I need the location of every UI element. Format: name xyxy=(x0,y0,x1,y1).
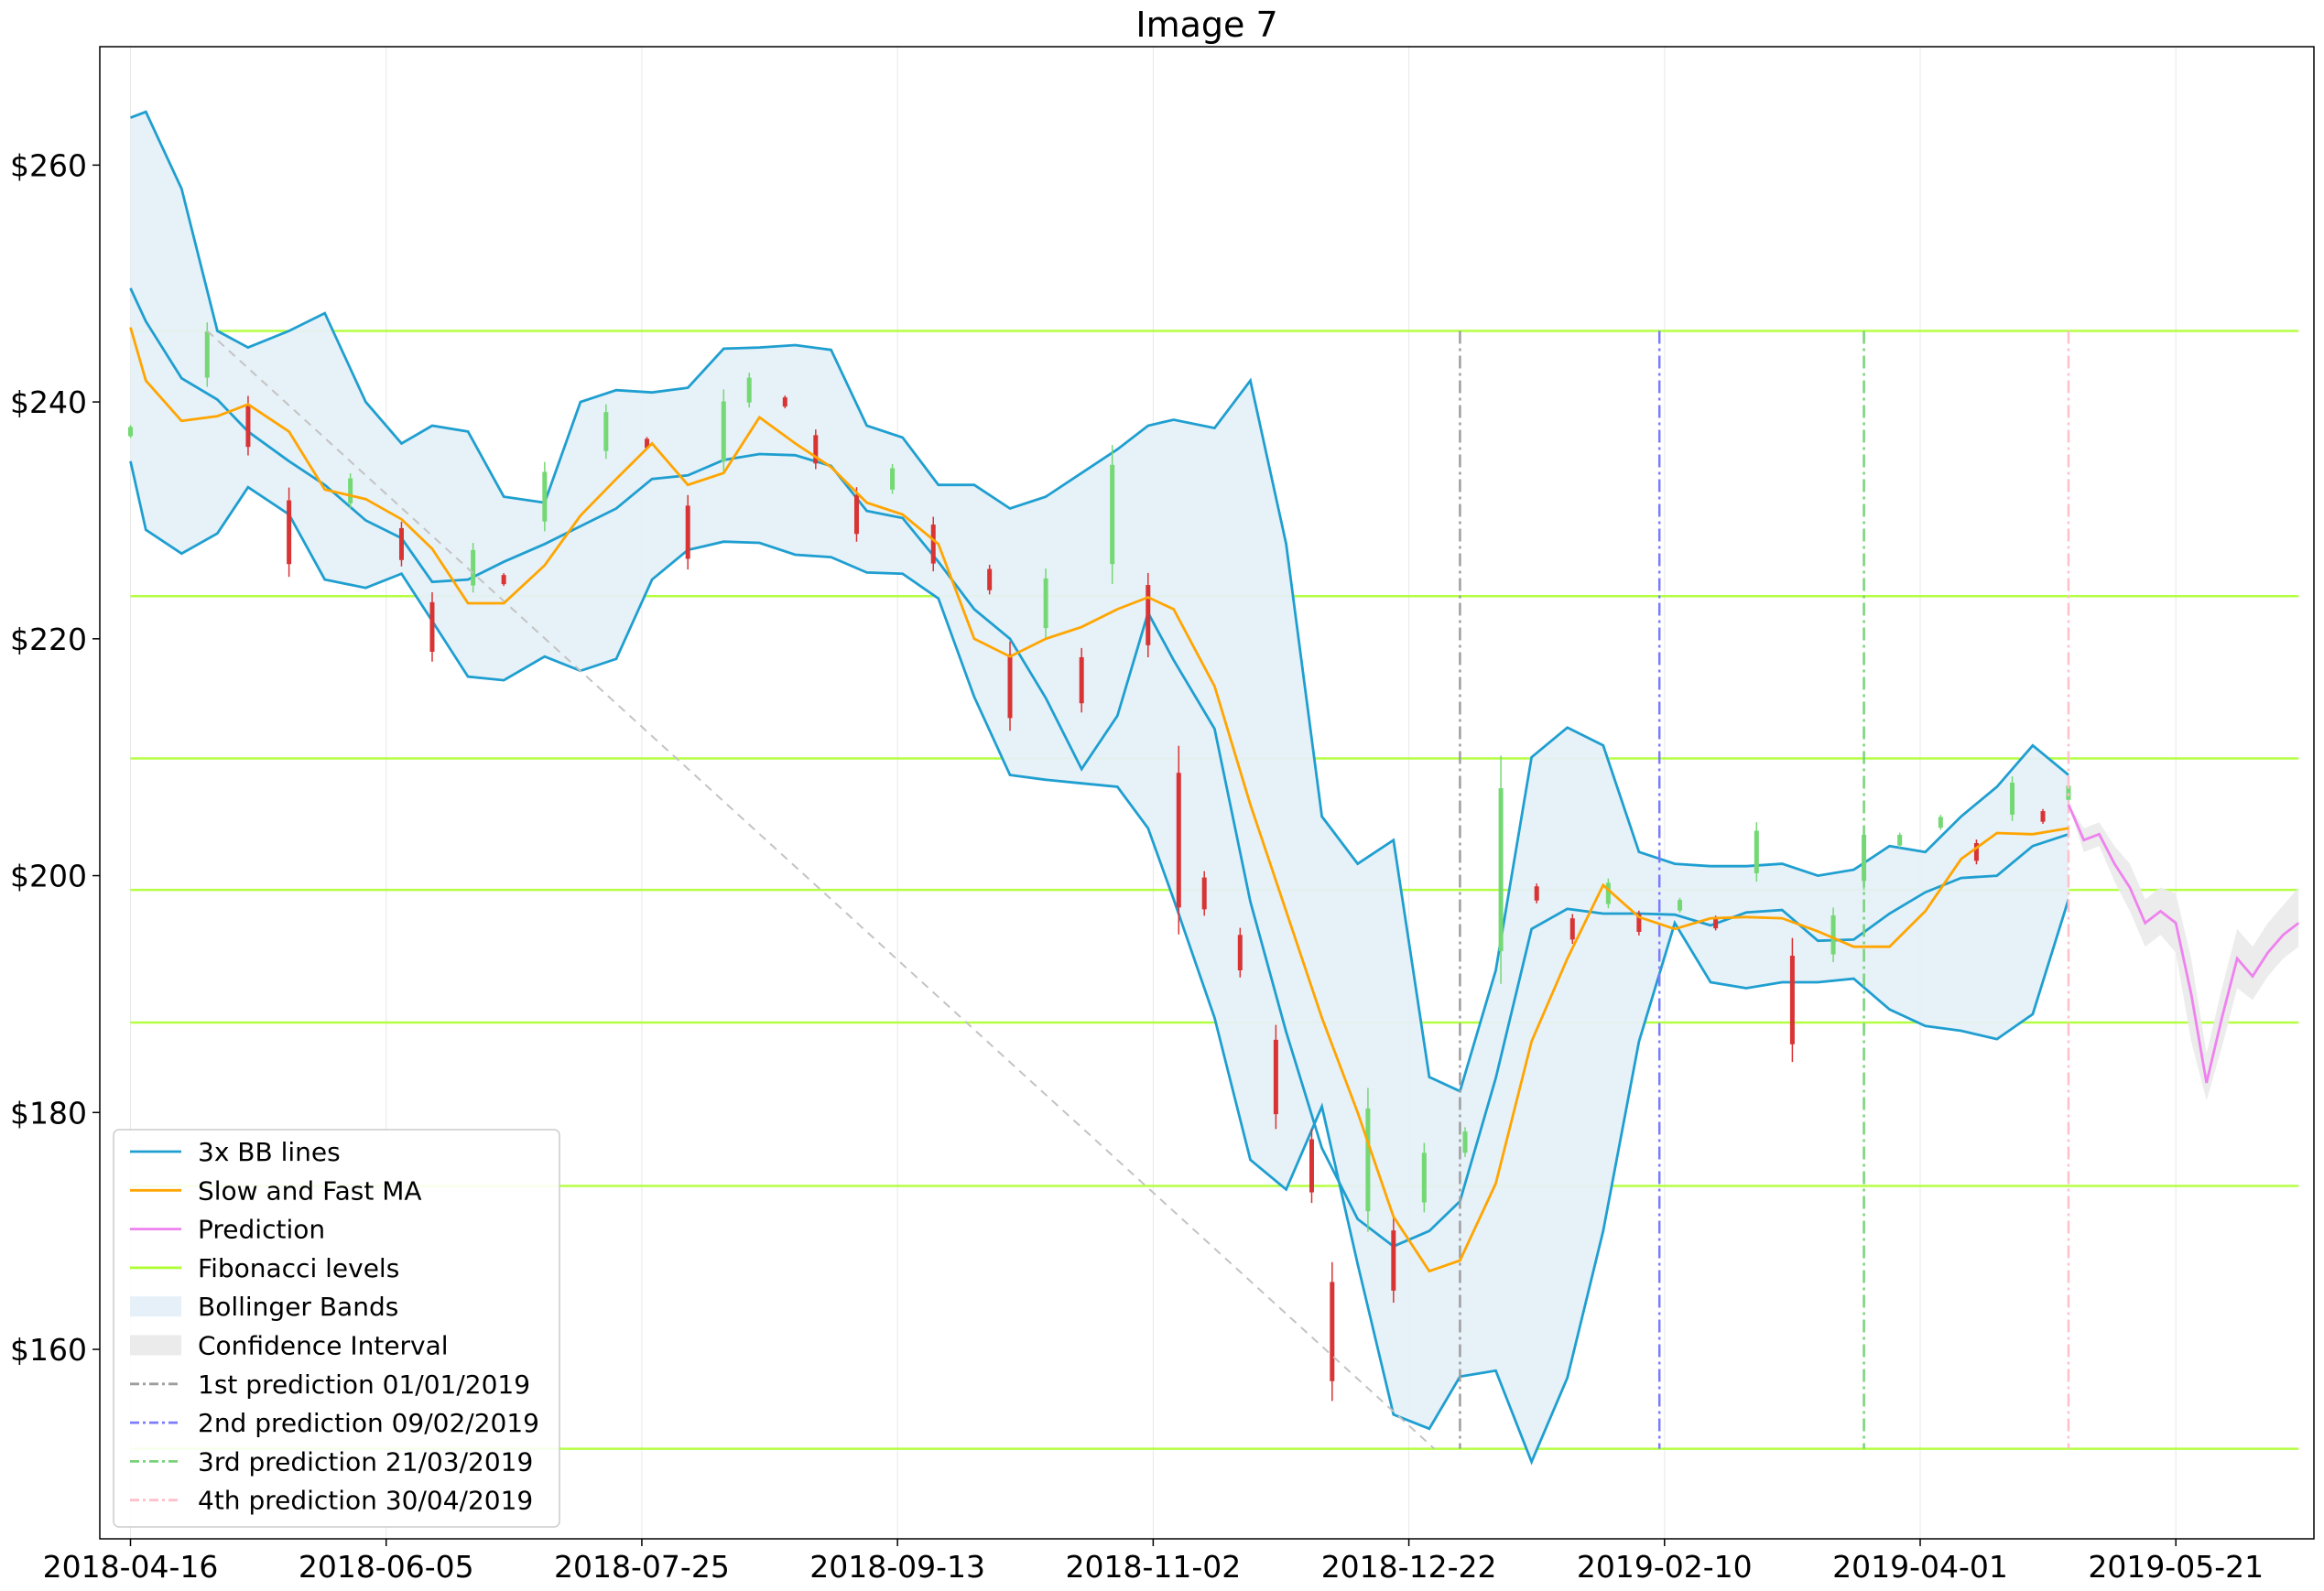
legend-box xyxy=(113,1129,560,1528)
moving-average xyxy=(129,327,2069,1273)
legend-label: Bollinger Bands xyxy=(198,1292,398,1322)
bb-line-middle xyxy=(129,287,2069,1249)
candle-body xyxy=(1830,915,1836,955)
candle-body xyxy=(1754,830,1759,873)
candle-body xyxy=(287,500,292,565)
candle-body xyxy=(1973,843,1979,861)
legend: 3x BB lines Slow and Fast MA Prediction Fib… xyxy=(113,1129,560,1528)
legend-swatch xyxy=(130,1335,181,1356)
candle-body xyxy=(813,435,819,464)
legend-label: 2nd prediction 09/02/2019 xyxy=(198,1408,539,1438)
candle-body xyxy=(685,505,690,559)
x-tick-label: 2018-12-22 xyxy=(1321,1549,1497,1585)
candle-body xyxy=(1462,1131,1468,1153)
candle-body xyxy=(1421,1153,1427,1203)
candle-body xyxy=(204,331,210,378)
candle-body xyxy=(1498,788,1504,952)
candle-body xyxy=(2010,783,2015,815)
candle-body xyxy=(1273,1039,1278,1115)
y-tick-label: $260 xyxy=(10,147,87,183)
candle-body xyxy=(1938,817,1943,828)
candle-body xyxy=(1007,654,1013,719)
candle-body xyxy=(890,468,896,490)
candle-body xyxy=(603,412,609,451)
candle-body xyxy=(1146,585,1151,645)
x-tick-label: 2018-07-25 xyxy=(554,1549,730,1585)
candle-body xyxy=(1534,886,1539,901)
candle-body xyxy=(930,525,936,564)
candle-body xyxy=(398,527,404,560)
candle-body xyxy=(348,478,353,503)
bollinger-band-fill xyxy=(130,112,2069,1462)
candle-body xyxy=(429,601,435,652)
y-tick-label: $220 xyxy=(10,622,87,657)
candle-body xyxy=(1391,1230,1396,1291)
x-tick-label: 2018-09-13 xyxy=(809,1549,985,1585)
candle-body xyxy=(782,397,787,407)
bb-line-upper xyxy=(130,110,2069,1093)
candle-body xyxy=(1678,900,1683,911)
x-tick-label: 2019-04-01 xyxy=(1832,1549,2008,1585)
trend-line xyxy=(206,330,1436,1450)
candle-body xyxy=(1713,917,1719,929)
plot-frame xyxy=(99,46,2315,1540)
candle-body xyxy=(1110,464,1115,565)
candle-body xyxy=(1636,914,1642,932)
x-tick-label: 2019-02-10 xyxy=(1577,1549,1753,1585)
y-tick-label: $160 xyxy=(10,1332,87,1368)
legend-label: Fibonacci levels xyxy=(198,1253,399,1283)
candle-body xyxy=(1079,656,1084,704)
y-tick-label: $180 xyxy=(10,1095,87,1131)
legend-label: 1st prediction 01/01/2019 xyxy=(198,1369,530,1400)
x-tick-label: 2018-04-16 xyxy=(43,1549,219,1585)
legend-label: 4th prediction 30/04/2019 xyxy=(198,1486,533,1516)
x-tick-label: 2018-11-02 xyxy=(1065,1549,1241,1585)
candle-body xyxy=(2066,785,2071,800)
candle-body xyxy=(746,377,752,403)
x-tick-label: 2019-05-21 xyxy=(2088,1549,2264,1585)
bollinger-bands xyxy=(129,110,2070,1466)
legend-label: 3x BB lines xyxy=(198,1137,341,1167)
candle-body xyxy=(1176,773,1181,908)
legend-label: Prediction xyxy=(198,1215,325,1245)
y-tick-label: $240 xyxy=(10,384,87,420)
price-candles xyxy=(128,322,2071,1402)
candle-body xyxy=(1789,956,1795,1044)
legend-label: Confidence Interval xyxy=(198,1331,449,1361)
legend-swatch xyxy=(130,1296,181,1317)
candle-body xyxy=(987,568,993,590)
trend-line-dashed xyxy=(206,330,1436,1450)
x-tick-label: 2018-06-05 xyxy=(299,1549,474,1585)
x-axis: 2018-04-16 2018-06-05 2018-07-25 2018-09-13… xyxy=(43,1539,2264,1585)
prediction-line xyxy=(2067,804,2300,1084)
chart-title: Image 7 xyxy=(1135,5,1277,45)
legend-label: Slow and Fast MA xyxy=(198,1175,422,1206)
candle-body xyxy=(853,494,859,535)
candle-body xyxy=(245,404,251,448)
ma-line xyxy=(129,327,2069,1273)
candle-body xyxy=(1365,1108,1371,1212)
y-axis: $160 $180 $200 $220 $240 $260 xyxy=(10,147,100,1368)
candle-body xyxy=(1897,834,1903,846)
candle-body xyxy=(1569,918,1575,940)
candle-body xyxy=(1043,578,1048,629)
candle-body xyxy=(1237,935,1243,970)
candle-body xyxy=(1309,1139,1314,1193)
bb-line-lower xyxy=(129,460,2070,1466)
candle-body xyxy=(128,427,134,437)
candle-body xyxy=(542,471,548,522)
candle-body xyxy=(721,401,726,462)
candle-body xyxy=(501,575,506,585)
prediction xyxy=(2067,804,2300,1101)
candle-body xyxy=(1605,882,1611,904)
candle-body xyxy=(471,549,476,586)
candle-body xyxy=(645,438,650,449)
legend-label: 3rd prediction 21/03/2019 xyxy=(198,1446,533,1477)
y-tick-label: $200 xyxy=(10,859,87,894)
candle-body xyxy=(2040,811,2046,822)
candle-body xyxy=(1201,877,1207,910)
candle-body xyxy=(1330,1282,1335,1381)
